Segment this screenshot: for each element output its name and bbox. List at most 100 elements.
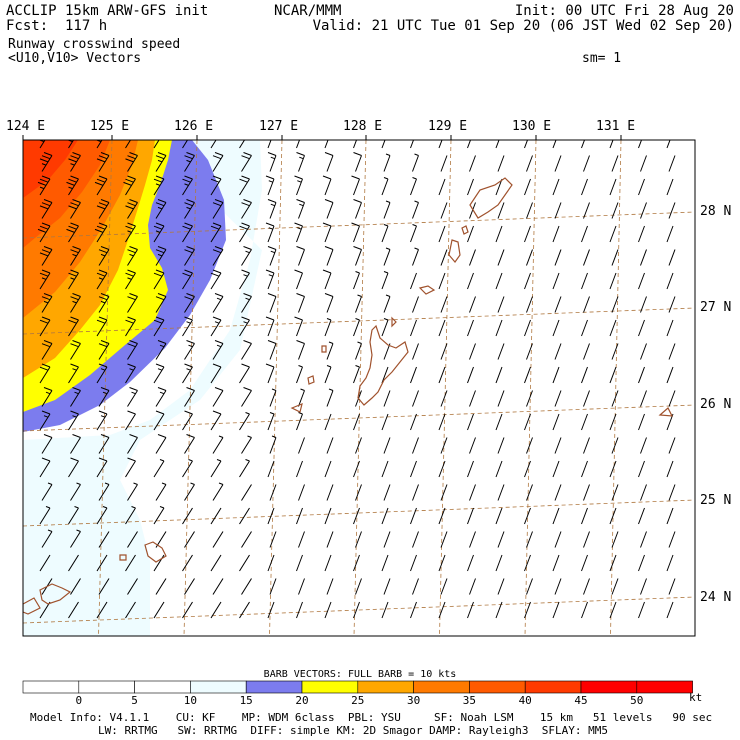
meridian-line [98,140,113,636]
wind-barb [70,578,81,595]
wind-barb [581,554,588,572]
wind-barb [668,343,676,360]
wind-barb [125,222,136,243]
wind-barb [68,554,79,572]
coast-yoron [391,316,397,328]
wind-barb [210,601,222,619]
wind-barb [155,293,167,313]
wind-barb [351,175,360,196]
coast-okinoerabu [418,285,436,295]
wind-barb [353,152,362,172]
coast-iriomote [23,597,41,615]
wind-barb [469,249,476,266]
wind-barb [212,340,224,360]
model-info-line2: LW: RRTMG SW: RRTMG DIFF: simple KM: 2D … [98,724,608,737]
wind-barb [381,554,389,572]
wind-barb [269,388,277,407]
wind-barb [324,199,334,219]
colorbar-swatch [524,680,582,694]
wind-barb [609,460,617,478]
wind-barb [609,140,614,149]
wind-barb [440,484,448,501]
wind-barb [469,578,476,595]
wind-barb [127,387,138,407]
wind-barb [96,316,108,337]
wind-barb [353,507,360,525]
lon-label-126: 126 E [174,119,214,134]
wind-barb [526,296,533,313]
wind-barb [552,413,560,431]
wind-barb [552,272,560,290]
wind-barb [353,365,360,384]
coast-kerama [290,403,303,413]
wind-barb [583,296,590,313]
wind-barb [353,199,362,219]
wind-barb [96,410,108,431]
wind-barb [495,319,503,337]
wind-barb [583,155,590,172]
wind-barb [497,343,505,360]
wind-barb [184,387,195,407]
wind-barb [324,601,332,619]
wind-barb [98,531,110,548]
wind-barb [666,140,671,149]
coast-ishigaki [39,583,72,605]
wind-barb [267,140,272,149]
coastlines [23,177,674,615]
wind-barb [267,412,275,431]
wind-barb [355,578,362,595]
wind-barb [554,202,562,219]
wind-barb [39,554,51,572]
wind-barb [212,387,224,407]
wind-barb [410,413,417,431]
wind-barb [383,531,391,548]
wind-barb [267,199,277,219]
colorbar-tick-label: 0 [75,694,82,707]
wind-barb [298,531,305,548]
wind-barb [497,155,505,172]
wind-barb [294,175,303,196]
wind-barb [412,578,419,595]
wind-barb [381,177,389,196]
colorbar-swatch [78,680,135,694]
wind-barb [123,175,136,196]
wind-barb [383,578,391,595]
wind-barb [326,531,334,548]
wind-barb [355,341,362,360]
wind-barb [440,437,448,454]
wind-barb [581,225,588,243]
wind-barb [668,484,676,501]
wind-barb [41,434,53,454]
wind-barb [383,484,391,501]
wind-barb [412,343,419,360]
wind-barb [412,153,419,172]
wind-barb [324,413,332,431]
colorbar-unit: kt [689,691,703,704]
wind-barbs [37,140,676,619]
wind-barb [410,554,417,572]
wind-barb [583,390,590,407]
wind-barb [155,199,167,219]
wind-barb [267,460,275,478]
wind-barb [554,531,562,548]
coast-islet-2 [321,345,327,353]
model-title: ACCLIP 15km ARW-GFS init [6,3,209,19]
wind-barb [155,578,167,595]
wind-barb [153,175,165,196]
wind-barb [184,293,195,313]
wind-barb [39,506,51,525]
wind-barb [640,484,647,501]
wind-barb [440,296,448,313]
wind-barb [212,293,224,313]
wind-barb [611,249,619,266]
wind-barb [497,390,505,407]
wind-barb [469,437,476,454]
wind-barb [412,437,419,454]
wind-barb [640,296,647,313]
wind-barb [241,484,252,501]
wind-barb [294,269,303,290]
colorbar-tick-label: 35 [463,694,476,707]
wind-barb [153,269,165,290]
wind-barb [467,319,474,337]
coast-islet-3 [307,375,315,385]
